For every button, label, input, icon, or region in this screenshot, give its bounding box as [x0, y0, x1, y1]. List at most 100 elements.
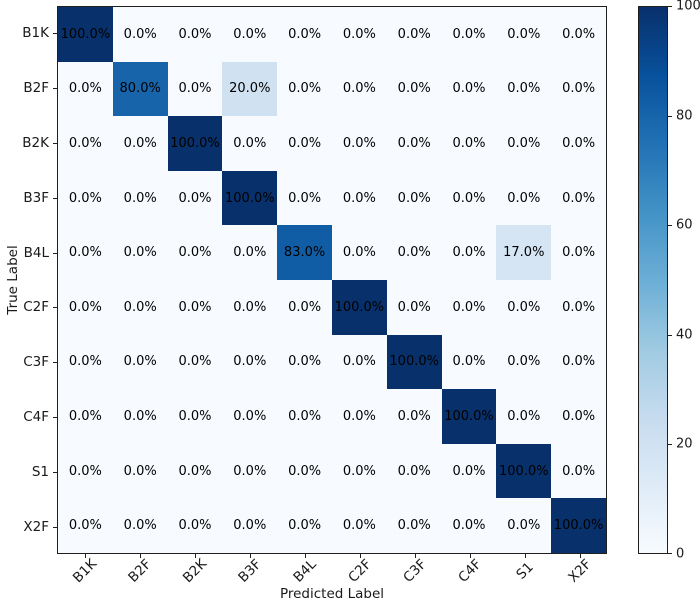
- y-axis-tick: [53, 143, 57, 144]
- matrix-cell: 0.0%: [222, 225, 278, 280]
- matrix-cell: 0.0%: [496, 7, 552, 62]
- matrix-cell: 17.0%: [496, 225, 552, 280]
- colorbar-tick-label: 40: [676, 327, 693, 343]
- matrix-cell: 0.0%: [112, 7, 168, 62]
- y-axis-tick: [53, 197, 57, 199]
- matrix-cell: 0.0%: [441, 498, 497, 553]
- matrix-cell: 0.0%: [277, 116, 332, 171]
- matrix-cell: 0.0%: [496, 389, 552, 444]
- colorbar-tick-label: 20: [676, 436, 693, 452]
- matrix-cell: 0.0%: [551, 334, 606, 390]
- matrix-cell: 0.0%: [58, 498, 113, 553]
- matrix-cell: 0.0%: [58, 225, 113, 280]
- x-tick-label: B4L: [289, 556, 320, 586]
- matrix-cell: 0.0%: [551, 170, 606, 226]
- matrix-cell: 0.0%: [386, 170, 442, 226]
- matrix-cell: 0.0%: [167, 389, 223, 444]
- matrix-cell: 0.0%: [112, 498, 168, 553]
- matrix-cell: 0.0%: [386, 225, 442, 280]
- matrix-cell: 0.0%: [58, 116, 113, 171]
- matrix-cell: 0.0%: [222, 389, 278, 444]
- matrix-cell: 0.0%: [551, 389, 606, 444]
- matrix-cell: 100.0%: [222, 170, 278, 226]
- matrix-cell: 0.0%: [112, 225, 168, 280]
- y-axis-tick: [53, 88, 57, 90]
- matrix-cell: 100.0%: [167, 116, 223, 171]
- matrix-cell: 83.0%: [277, 225, 332, 280]
- colorbar-tick: [668, 444, 672, 446]
- matrix-cell: 0.0%: [277, 334, 332, 390]
- x-axis-tick: [414, 554, 416, 558]
- y-tick-label: B2K: [22, 135, 49, 151]
- colorbar-tick: [668, 334, 672, 336]
- matrix-cell: 0.0%: [496, 334, 552, 390]
- matrix-cell: 0.0%: [58, 389, 113, 444]
- matrix-cell: 0.0%: [112, 116, 168, 171]
- matrix-cell: 0.0%: [386, 498, 442, 553]
- matrix-cell: 0.0%: [331, 170, 387, 226]
- colorbar-tick-label: 60: [676, 217, 693, 233]
- y-axis-tick: [53, 526, 57, 528]
- x-axis-tick: [469, 554, 471, 558]
- colorbar-tick-label: 0: [676, 546, 685, 562]
- matrix-cell: 100.0%: [386, 334, 442, 390]
- matrix-cell: 0.0%: [167, 61, 223, 117]
- matrix-cell: 0.0%: [277, 279, 332, 335]
- y-axis-tick: [53, 252, 57, 254]
- x-tick-label: S1: [512, 559, 537, 583]
- matrix-cell: 100.0%: [58, 7, 113, 62]
- heatmap-grid: 100.0% 0.0% 0.0% 0.0% 0.0% 0.0% 0.0% 0.0% 0.0% 0.…: [57, 6, 607, 554]
- y-tick-label: C4F: [23, 409, 49, 425]
- matrix-cell: 0.0%: [58, 443, 113, 499]
- colorbar: [638, 6, 668, 554]
- x-tick-label: C2F: [344, 556, 375, 586]
- y-tick-label: B3F: [23, 189, 49, 206]
- colorbar-tick: [668, 115, 672, 117]
- y-axis-tick: [53, 471, 57, 473]
- matrix-cell: 0.0%: [496, 279, 552, 335]
- x-tick-label: X2F: [564, 556, 595, 586]
- matrix-cell: 0.0%: [441, 61, 497, 117]
- matrix-cell: 0.0%: [551, 443, 606, 499]
- matrix-cell: 0.0%: [331, 389, 387, 444]
- matrix-cell: 0.0%: [551, 225, 606, 280]
- x-axis-tick: [139, 554, 141, 558]
- matrix-cell: 100.0%: [441, 389, 497, 444]
- matrix-cell: 0.0%: [331, 7, 387, 62]
- matrix-cell: 0.0%: [441, 279, 497, 335]
- x-axis-tick: [359, 554, 361, 558]
- matrix-cell: 0.0%: [58, 279, 113, 335]
- matrix-cell: 0.0%: [277, 61, 332, 117]
- matrix-cell: 80.0%: [112, 61, 168, 117]
- y-axis-tick: [53, 362, 57, 364]
- matrix-cell: 0.0%: [496, 61, 552, 117]
- matrix-cell: 0.0%: [167, 225, 223, 280]
- x-axis-tick: [579, 554, 581, 558]
- x-tick-label: B2F: [124, 556, 155, 586]
- y-tick-label: B2F: [23, 80, 49, 97]
- matrix-cell: 0.0%: [386, 7, 442, 62]
- matrix-cell: 0.0%: [112, 389, 168, 444]
- matrix-cell: 0.0%: [386, 279, 442, 335]
- matrix-cell: 0.0%: [496, 116, 552, 171]
- y-tick-label: X2F: [23, 518, 49, 535]
- matrix-cell: 0.0%: [551, 279, 606, 335]
- matrix-cell: 0.0%: [167, 334, 223, 390]
- matrix-cell: 0.0%: [222, 498, 278, 553]
- y-tick-label: C3F: [23, 354, 49, 371]
- matrix-cell: 0.0%: [386, 443, 442, 499]
- matrix-cell: 0.0%: [386, 116, 442, 171]
- matrix-cell: 0.0%: [222, 7, 278, 62]
- matrix-cell: 0.0%: [277, 389, 332, 444]
- colorbar-tick: [668, 6, 672, 7]
- matrix-cell: 0.0%: [277, 170, 332, 226]
- matrix-cell: 0.0%: [58, 334, 113, 390]
- matrix-cell: 0.0%: [331, 443, 387, 499]
- matrix-cell: 0.0%: [167, 498, 223, 553]
- matrix-cell: 0.0%: [58, 61, 113, 117]
- matrix-cell: 0.0%: [441, 334, 497, 390]
- matrix-cell: 0.0%: [167, 170, 223, 226]
- y-tick-label: B1K: [22, 25, 49, 42]
- matrix-cell: 0.0%: [331, 116, 387, 171]
